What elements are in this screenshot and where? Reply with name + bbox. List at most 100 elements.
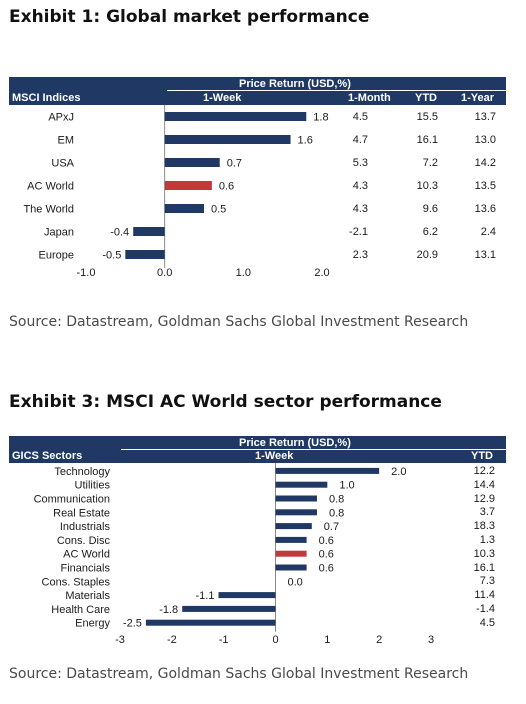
category-label: Energy	[75, 618, 110, 630]
exhibit1-chart: 1.8 APxJ 1.6 EM 0.7 USA 0.6 AC World 0.5 The Worl…	[23, 105, 330, 279]
category-label: Real Estate	[53, 507, 110, 519]
table-cell-ytd: 6.2	[422, 225, 438, 238]
value-label: 2.0	[391, 466, 406, 478]
exhibit1-col-1month: 1-Month	[348, 92, 391, 104]
table-cell-ytd: 7.3	[479, 575, 495, 588]
exhibit1-col-1year: 1-Year	[461, 92, 495, 104]
table-cell-1-month: 4.3	[352, 179, 368, 192]
category-label: EM	[58, 135, 75, 147]
category-label: APxJ	[48, 112, 74, 124]
bar-ac-world	[275, 550, 307, 557]
bar-financials	[275, 564, 307, 571]
category-label: Technology	[54, 466, 110, 478]
category-label: USA	[51, 158, 74, 170]
table-cell-ytd: 4.5	[479, 616, 495, 629]
value-label: -1.1	[196, 590, 215, 602]
exhibit1-title: Exhibit 1: Global market performance	[9, 7, 370, 27]
table-cell-ytd: 16.1	[473, 561, 495, 574]
table-cell-1-month: 4.3	[352, 202, 368, 215]
bar-technology	[275, 467, 380, 474]
bar-real-estate	[275, 509, 317, 516]
table-cell-ytd: 7.2	[422, 156, 438, 169]
category-label: Japan	[44, 227, 74, 239]
exhibit1-source: Source: Datastream, Goldman Sachs Global…	[9, 314, 469, 330]
exhibit3-title: Exhibit 3: MSCI AC World sector performa…	[9, 392, 442, 412]
value-label: 0.8	[329, 494, 344, 506]
value-label: 0.8	[329, 507, 344, 519]
table-cell-ytd: 20.9	[416, 248, 438, 261]
x-tick-label: -2	[167, 634, 177, 646]
exhibit1-col-ytd: YTD	[415, 92, 437, 104]
value-label: 0.5	[211, 204, 226, 216]
header-divider	[121, 449, 506, 450]
category-label: Europe	[39, 250, 74, 262]
x-tick-label: 0.0	[157, 267, 172, 279]
category-label: Utilities	[75, 480, 111, 492]
table-cell-ytd: -1.4	[476, 602, 495, 615]
bar-em	[164, 135, 291, 144]
table-cell-ytd: 1.3	[479, 533, 495, 546]
bar-usa	[164, 158, 220, 167]
bar-materials	[218, 592, 276, 599]
bar-industrials	[275, 523, 312, 530]
value-label: 0.6	[319, 535, 334, 547]
table-cell-1-year: 14.2	[474, 156, 496, 169]
bar-apxj	[164, 112, 307, 121]
table-cell-ytd: 12.2	[473, 464, 495, 477]
value-label: 0.6	[319, 549, 334, 561]
category-label: Industrials	[60, 521, 111, 533]
value-label: 0.6	[219, 181, 234, 193]
bar-energy	[145, 619, 276, 626]
category-label: Communication	[34, 494, 110, 506]
exhibit3-chart: 2.0 Technology 1.0 Utilities 0.8 Communicatio…	[34, 463, 434, 646]
category-label: The World	[23, 204, 74, 216]
exhibit3-header: Price Return (USD,%) GICS Sectors 1-Week…	[9, 436, 506, 463]
x-tick-label: 2.0	[314, 267, 329, 279]
table-cell-1-month: 5.3	[352, 156, 368, 169]
exhibit3-col-label: GICS Sectors	[12, 450, 83, 462]
x-tick-label: 3	[428, 634, 434, 646]
table-cell-1-year: 2.4	[480, 225, 496, 238]
category-label: Cons. Disc	[57, 535, 111, 547]
x-tick-label: 0	[272, 634, 278, 646]
table-cell-1-month: -2.1	[349, 225, 368, 238]
category-label: Financials	[60, 563, 110, 575]
table-cell-ytd: 16.1	[416, 133, 438, 146]
value-label: 0.7	[324, 521, 339, 533]
bar-japan	[133, 227, 165, 236]
table-cell-1-month: 2.3	[352, 248, 368, 261]
x-tick-label: -3	[115, 634, 125, 646]
value-label: 1.0	[339, 480, 354, 492]
table-cell-ytd: 15.5	[416, 110, 438, 123]
bar-ac-world	[164, 181, 212, 190]
table-cell-1-year: 13.7	[474, 110, 496, 123]
exhibit1-header-top: Price Return (USD,%)	[239, 78, 351, 90]
table-cell-1-year: 13.5	[474, 179, 496, 192]
table-cell-1-month: 4.5	[352, 110, 368, 123]
value-label: -2.5	[123, 618, 142, 630]
category-label: Health Care	[51, 604, 110, 616]
value-label: 0.6	[319, 563, 334, 575]
bar-health-care	[182, 605, 276, 612]
value-label: -0.5	[102, 250, 121, 262]
table-cell-ytd: 10.3	[416, 179, 438, 192]
table-cell-ytd: 9.6	[422, 202, 438, 215]
value-label: 1.6	[298, 135, 313, 147]
table-cell-ytd: 10.3	[473, 547, 495, 560]
table-cell-1-year: 13.1	[474, 248, 496, 261]
x-tick-label: 1.0	[236, 267, 251, 279]
bar-the-world	[164, 204, 204, 213]
table-cell-1-year: 13.0	[474, 133, 496, 146]
exhibit1-col-1week: 1-Week	[203, 92, 242, 104]
bar-communication	[275, 495, 317, 502]
header-divider	[167, 90, 506, 91]
table-cell-ytd: 14.4	[473, 478, 495, 491]
exhibit3-col-ytd: YTD	[471, 450, 493, 462]
exhibit1-col-label: MSCI Indices	[12, 92, 81, 104]
x-tick-label: 2	[376, 634, 382, 646]
exhibit1-header: Price Return (USD,%) MSCI Indices 1-Week…	[9, 77, 506, 105]
x-tick-label: 1	[324, 634, 330, 646]
table-cell-1-year: 13.6	[474, 202, 496, 215]
category-label: Cons. Staples	[42, 576, 111, 588]
table-cell-ytd: 11.4	[474, 589, 495, 602]
